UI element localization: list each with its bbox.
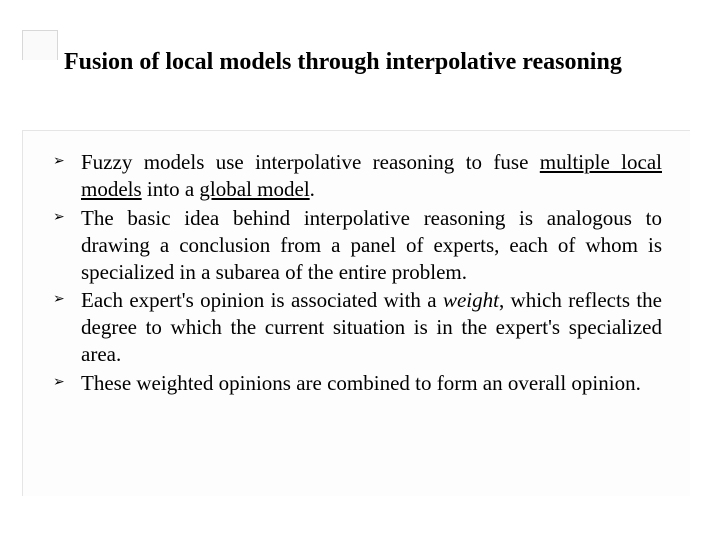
- list-item: ➢ These weighted opinions are combined t…: [51, 370, 662, 397]
- italic-text: weight: [443, 288, 499, 312]
- list-item: ➢ Each expert's opinion is associated wi…: [51, 287, 662, 368]
- content-panel: ➢ Fuzzy models use interpolative reasoni…: [22, 130, 690, 496]
- bullet-text: The basic idea behind interpolative reas…: [81, 205, 662, 286]
- underlined-text: global model: [199, 177, 309, 201]
- slide-title: Fusion of local models through interpola…: [22, 48, 690, 77]
- text-run: into a: [142, 177, 200, 201]
- title-tab-decoration: [22, 30, 58, 60]
- chevron-right-icon: ➢: [51, 205, 81, 231]
- text-run: Fuzzy models use interpolative reasoning…: [81, 150, 540, 174]
- text-run: Each expert's opinion is associated with…: [81, 288, 443, 312]
- bullet-text: Fuzzy models use interpolative reasoning…: [81, 149, 662, 203]
- bullet-text: Each expert's opinion is associated with…: [81, 287, 662, 368]
- chevron-right-icon: ➢: [51, 287, 81, 313]
- list-item: ➢ The basic idea behind interpolative re…: [51, 205, 662, 286]
- chevron-right-icon: ➢: [51, 149, 81, 175]
- bullet-list: ➢ Fuzzy models use interpolative reasoni…: [51, 149, 662, 397]
- list-item: ➢ Fuzzy models use interpolative reasoni…: [51, 149, 662, 203]
- bullet-text: These weighted opinions are combined to …: [81, 370, 662, 397]
- chevron-right-icon: ➢: [51, 370, 81, 396]
- text-run: .: [310, 177, 315, 201]
- title-block: Fusion of local models through interpola…: [22, 48, 690, 77]
